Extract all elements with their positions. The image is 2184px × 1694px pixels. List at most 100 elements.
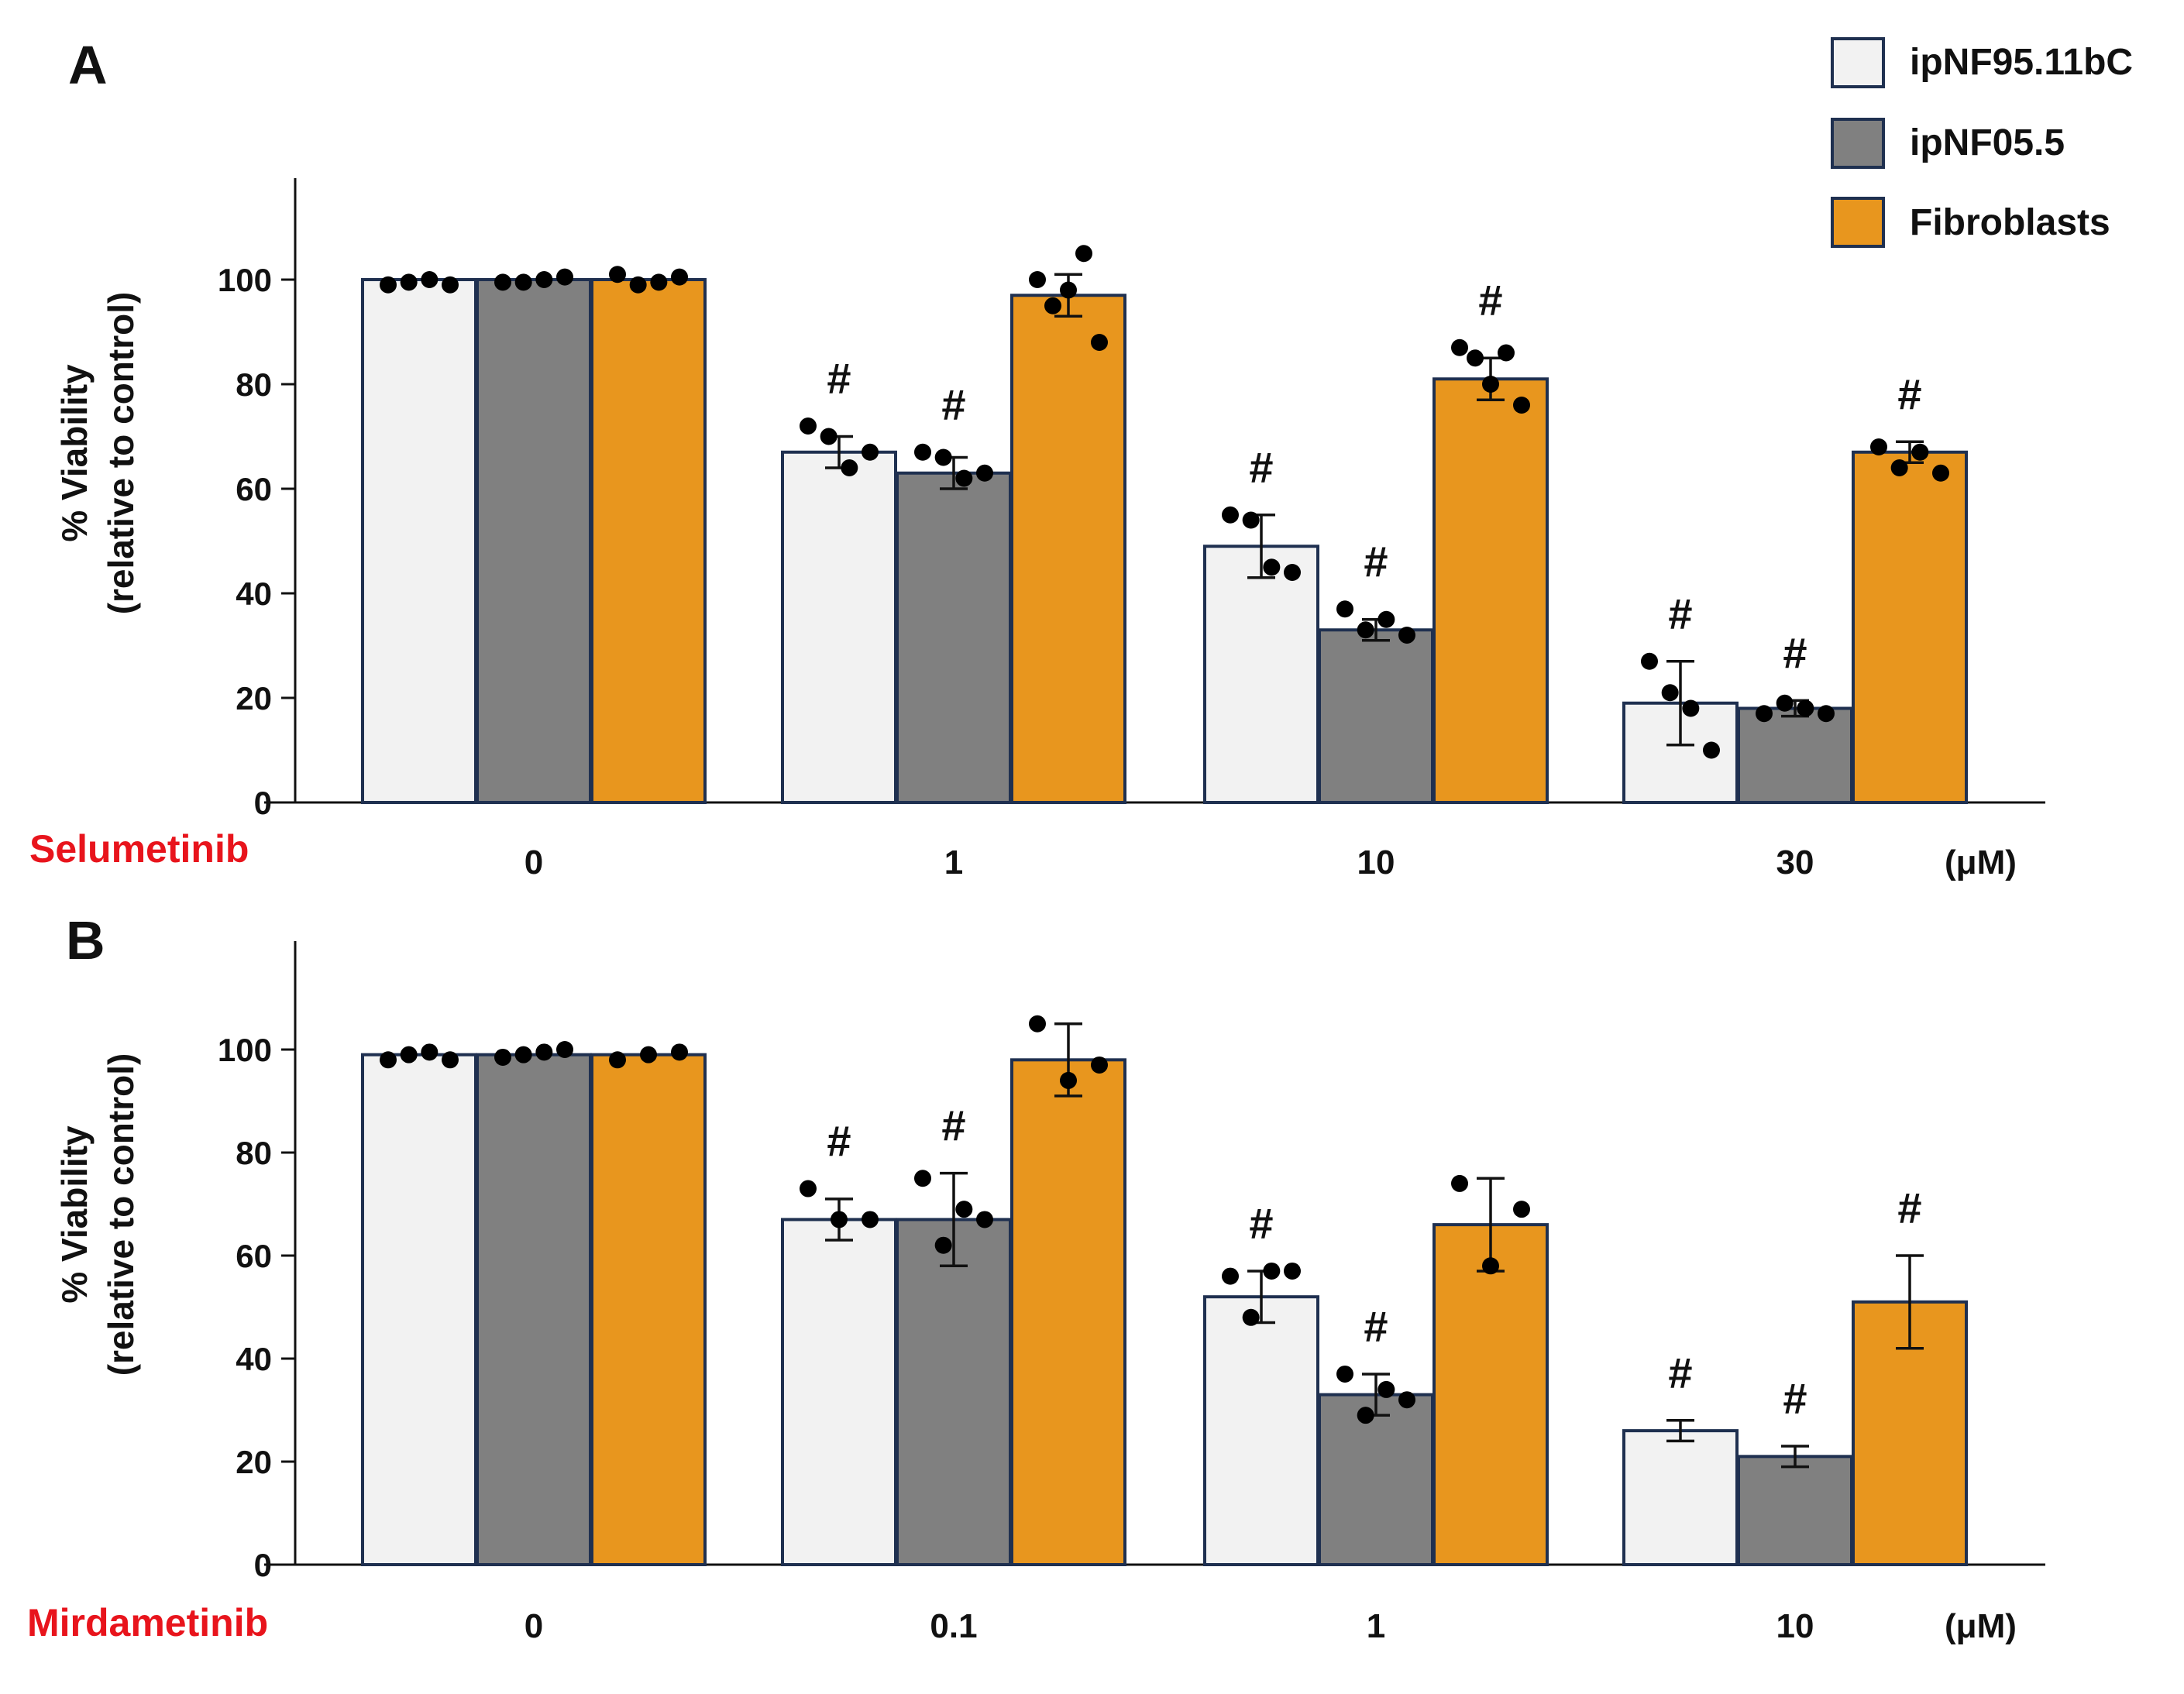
data-point — [976, 1211, 993, 1228]
data-point — [1682, 699, 1700, 717]
data-point — [609, 266, 626, 283]
data-point — [1060, 1071, 1077, 1089]
data-point — [1498, 344, 1515, 362]
data-point — [1242, 511, 1260, 529]
data-point — [800, 1180, 817, 1197]
bar — [1432, 377, 1549, 804]
data-point — [494, 273, 511, 291]
data-point — [535, 1043, 553, 1061]
data-point — [934, 448, 952, 466]
data-point — [535, 271, 553, 288]
y-axis-title-b-line2: (relative to control) — [101, 1053, 141, 1376]
data-point — [1222, 506, 1239, 524]
bar — [1203, 545, 1319, 804]
significance-marker: # — [827, 354, 851, 403]
bar — [781, 1218, 897, 1566]
significance-marker: # — [1897, 369, 1921, 418]
significance-marker: # — [1783, 1374, 1807, 1423]
data-point — [400, 273, 418, 291]
data-point — [955, 469, 973, 487]
data-point — [556, 268, 573, 286]
legend-swatch-ipnf95 — [1831, 37, 1885, 88]
data-point — [934, 1236, 952, 1254]
data-point — [1513, 397, 1530, 414]
data-point — [1263, 558, 1281, 576]
legend-label-ipnf95: ipNF95.11bC — [1910, 42, 2133, 83]
y-axis-title-a-line2: (relative to control) — [101, 292, 141, 615]
data-point — [380, 1051, 397, 1069]
data-point — [1222, 1267, 1239, 1285]
bar — [896, 471, 1012, 804]
chart-panel-b: 0 20 40 60 80 100 0 0.1 # #1 # #10 # # # — [218, 941, 2045, 1645]
data-point — [1284, 1262, 1301, 1280]
legend-swatch-ipnf05 — [1831, 118, 1885, 169]
significance-marker: # — [1668, 1349, 1692, 1397]
data-point — [1336, 1365, 1353, 1383]
data-point — [609, 1051, 626, 1069]
bar — [1010, 294, 1126, 804]
data-point — [1870, 438, 1887, 455]
data-point — [1890, 459, 1908, 476]
significance-marker: # — [827, 1117, 851, 1166]
data-point — [1284, 564, 1301, 581]
bar — [781, 450, 897, 804]
data-point — [1029, 271, 1046, 288]
bar — [361, 1053, 477, 1566]
x-category-label: 10 — [1776, 1607, 1814, 1645]
data-point — [1075, 245, 1092, 263]
chart-panel-a: 0 20 40 60 80 100 0 1 # #10 # # #30 # # # — [218, 178, 2045, 881]
data-point — [494, 1048, 511, 1066]
data-point — [1756, 705, 1773, 723]
bar — [1203, 1295, 1319, 1566]
significance-marker: # — [1478, 276, 1502, 325]
data-point — [1091, 1056, 1108, 1074]
data-point — [820, 428, 837, 445]
bar — [1318, 628, 1434, 804]
data-point — [1797, 699, 1814, 717]
data-point — [400, 1046, 418, 1063]
bar — [896, 1218, 1012, 1566]
data-point — [862, 1211, 879, 1228]
x-category-label: 0 — [525, 1607, 543, 1645]
data-point — [1029, 1015, 1046, 1033]
bar — [1432, 1223, 1549, 1566]
bar — [1852, 450, 1968, 804]
data-point — [1398, 627, 1415, 644]
y-tick-label: 80 — [236, 1135, 272, 1171]
data-point — [671, 1043, 688, 1061]
unit-label-b: (μM) — [1945, 1607, 2017, 1645]
x-category-label: 10 — [1357, 844, 1395, 881]
legend-swatch-fibroblasts — [1831, 197, 1885, 248]
data-point — [1398, 1391, 1415, 1409]
y-tick-label: 40 — [236, 576, 272, 612]
data-point — [1641, 652, 1658, 670]
data-point — [1482, 1257, 1499, 1275]
legend-label-ipnf05: ipNF05.5 — [1910, 122, 2065, 163]
data-point — [976, 464, 993, 482]
significance-marker: # — [1364, 1302, 1388, 1351]
data-point — [800, 417, 817, 435]
x-category-label: 0.1 — [930, 1607, 977, 1645]
data-point — [1932, 464, 1949, 482]
significance-marker: # — [1668, 589, 1692, 638]
data-point — [380, 276, 397, 294]
y-tick-label: 100 — [218, 1032, 272, 1068]
bar — [1318, 1393, 1434, 1567]
significance-marker: # — [1783, 628, 1807, 677]
y-tick-label: 0 — [254, 785, 272, 821]
data-point — [914, 1170, 931, 1187]
panel-label-b: B — [66, 910, 105, 971]
data-point — [1818, 705, 1835, 723]
bar — [476, 278, 592, 804]
data-point — [1703, 741, 1720, 759]
y-tick-label: 60 — [236, 471, 272, 507]
data-point — [1911, 443, 1929, 461]
y-axis-title-b-line1: % Viability — [54, 1125, 95, 1304]
data-point — [1467, 349, 1484, 367]
bar — [590, 1053, 707, 1566]
data-point — [1377, 1380, 1395, 1398]
data-point — [650, 273, 668, 291]
data-point — [1242, 1308, 1260, 1326]
data-point — [1357, 621, 1374, 639]
